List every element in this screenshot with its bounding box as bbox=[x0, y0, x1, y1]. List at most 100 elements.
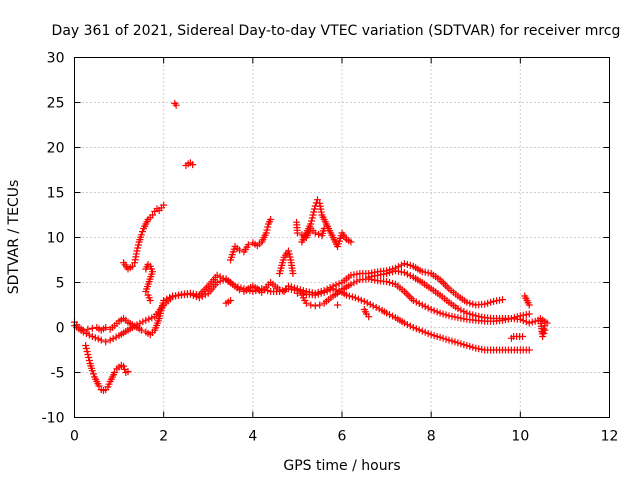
data-point bbox=[372, 303, 380, 311]
data-point bbox=[311, 229, 319, 237]
data-point bbox=[463, 309, 471, 317]
data-point bbox=[433, 333, 441, 340]
data-point bbox=[279, 287, 287, 295]
data-point bbox=[539, 333, 547, 340]
data-point bbox=[525, 319, 533, 327]
data-point bbox=[175, 291, 183, 299]
data-point bbox=[326, 286, 334, 294]
data-point bbox=[418, 327, 426, 335]
data-point bbox=[316, 301, 324, 309]
data-point bbox=[403, 321, 411, 328]
data-point bbox=[433, 308, 441, 316]
data-point bbox=[430, 332, 438, 340]
data-point bbox=[409, 324, 417, 331]
data-point bbox=[237, 284, 245, 292]
data-point bbox=[234, 283, 242, 291]
data-point bbox=[202, 284, 210, 292]
data-point bbox=[267, 216, 275, 223]
data-point bbox=[286, 253, 294, 261]
data-point bbox=[323, 287, 331, 295]
data-point bbox=[436, 309, 444, 317]
data-point bbox=[409, 297, 417, 304]
data-point bbox=[82, 345, 90, 352]
chart-title: Day 361 of 2021, Sidereal Day-to-day VTE… bbox=[52, 23, 621, 39]
data-point bbox=[332, 286, 340, 294]
data-point bbox=[84, 325, 92, 333]
data-point bbox=[406, 322, 414, 330]
series-track-k bbox=[298, 196, 355, 250]
data-point bbox=[231, 282, 239, 290]
data-point bbox=[137, 326, 145, 334]
x-tick-labels: 0 2 4 6 8 10 12 bbox=[70, 429, 618, 445]
data-point bbox=[454, 305, 462, 313]
data-point bbox=[89, 370, 97, 378]
data-point bbox=[404, 291, 412, 299]
data-point bbox=[406, 272, 414, 280]
data-point bbox=[448, 337, 456, 345]
data-point bbox=[95, 382, 103, 390]
data-point bbox=[402, 289, 410, 297]
data-point bbox=[309, 211, 317, 219]
data-point bbox=[79, 328, 87, 336]
y-tick-label: 15 bbox=[47, 186, 65, 202]
y-tick-label: 25 bbox=[47, 96, 65, 112]
data-point bbox=[375, 305, 383, 313]
data-point bbox=[320, 288, 328, 296]
data-point bbox=[296, 288, 304, 296]
data-point bbox=[363, 299, 371, 307]
data-point bbox=[320, 225, 328, 232]
data-point bbox=[415, 300, 423, 307]
series-track-h bbox=[171, 99, 197, 169]
data-point bbox=[85, 357, 93, 364]
data-point bbox=[541, 326, 549, 334]
data-point bbox=[348, 293, 356, 301]
plot-frame bbox=[74, 57, 610, 418]
data-point bbox=[106, 336, 114, 344]
series-track-j bbox=[276, 247, 297, 277]
data-point bbox=[334, 301, 342, 309]
data-point bbox=[466, 299, 474, 307]
data-point bbox=[469, 311, 477, 319]
data-point bbox=[386, 269, 394, 277]
data-point bbox=[285, 247, 292, 255]
data-point bbox=[466, 342, 474, 350]
data-point bbox=[347, 280, 355, 288]
x-tick-label: 0 bbox=[70, 429, 79, 445]
data-point bbox=[345, 292, 353, 300]
data-point bbox=[289, 270, 297, 277]
data-point bbox=[317, 289, 325, 297]
data-point bbox=[412, 325, 420, 333]
data-point bbox=[519, 333, 527, 340]
data-point bbox=[389, 312, 397, 320]
data-point bbox=[454, 339, 462, 347]
data-point bbox=[240, 285, 248, 293]
x-tick-label: 8 bbox=[427, 429, 436, 445]
data-point bbox=[457, 306, 465, 314]
data-point bbox=[149, 211, 157, 219]
data-point bbox=[522, 318, 530, 326]
data-point bbox=[133, 247, 141, 255]
data-point bbox=[282, 286, 290, 294]
data-point bbox=[102, 338, 110, 346]
data-point bbox=[383, 270, 391, 277]
data-point bbox=[112, 333, 120, 341]
data-point bbox=[189, 161, 197, 169]
y-tick-label: -5 bbox=[51, 366, 65, 382]
y-tick-labels: -10 -5 0 5 10 15 20 25 30 bbox=[42, 51, 65, 427]
data-point bbox=[525, 301, 533, 309]
series-track-m bbox=[124, 292, 551, 376]
data-point bbox=[169, 293, 177, 301]
data-point bbox=[443, 283, 451, 291]
data-point bbox=[457, 340, 465, 348]
data-point bbox=[463, 342, 471, 349]
series-track-l bbox=[293, 218, 373, 321]
data-point bbox=[406, 261, 414, 269]
data-point bbox=[487, 298, 495, 306]
data-point bbox=[142, 288, 150, 295]
x-axis-label: GPS time / hours bbox=[283, 458, 400, 474]
data-point bbox=[383, 309, 391, 317]
data-point bbox=[430, 307, 438, 315]
data-point bbox=[525, 346, 533, 354]
series-track-i bbox=[227, 216, 275, 264]
y-tick-label: 5 bbox=[56, 276, 65, 292]
